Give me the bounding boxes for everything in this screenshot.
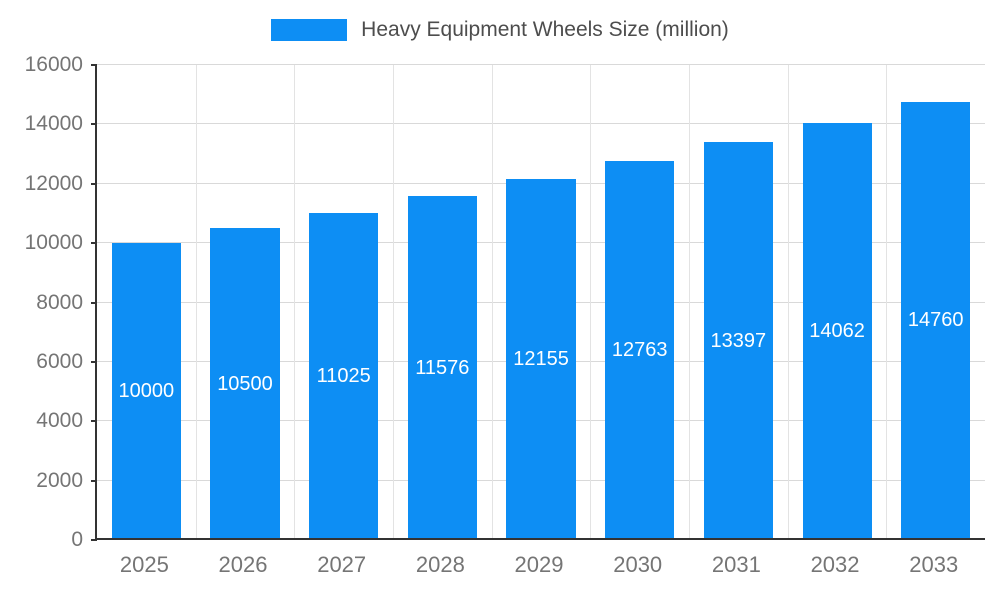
bar-value-label: 10000 bbox=[118, 380, 175, 403]
vertical-gridline bbox=[491, 65, 493, 540]
legend: Heavy Equipment Wheels Size (million) bbox=[0, 18, 1000, 42]
bar-cell: 12155 bbox=[492, 65, 591, 540]
y-tick-mark bbox=[91, 123, 97, 126]
x-axis-label-2025: 2025 bbox=[119, 552, 169, 577]
bar-2026: 10500 bbox=[210, 228, 280, 540]
y-tick-mark bbox=[91, 360, 97, 363]
bar-2027: 11025 bbox=[309, 212, 379, 540]
y-tick-mark bbox=[91, 64, 97, 66]
bars-row: 10000 10500 11025 11576 12155 12763 13397 14062… bbox=[97, 65, 985, 540]
bar-value-label: 14760 bbox=[907, 309, 964, 332]
y-tick-mark bbox=[91, 301, 97, 304]
bar-cell: 14760 bbox=[886, 65, 985, 540]
bar-value-label: 13397 bbox=[710, 329, 767, 352]
x-axis-label-2030: 2030 bbox=[613, 552, 663, 577]
x-axis-label-2026: 2026 bbox=[218, 552, 268, 577]
y-tick-mark bbox=[91, 539, 97, 541]
y-tick-label: 10000 bbox=[24, 231, 83, 255]
bar-cell: 10000 bbox=[97, 65, 196, 540]
bar-value-label: 11025 bbox=[316, 364, 371, 387]
bar-value-label: 11576 bbox=[415, 356, 470, 379]
bar-2030: 12763 bbox=[605, 161, 675, 540]
plot-area: 0 2000 4000 6000 8000 10000 12000 14000 16000 10… bbox=[25, 53, 985, 551]
x-axis-label-2031: 2031 bbox=[711, 552, 761, 577]
gridline bbox=[97, 64, 985, 65]
bar-cell: 14062 bbox=[788, 65, 887, 540]
bar-value-label: 14062 bbox=[809, 319, 865, 342]
bar-cell: 11576 bbox=[393, 65, 492, 540]
x-axis-label-2029: 2029 bbox=[514, 552, 564, 577]
x-axis-label-2028: 2028 bbox=[415, 552, 465, 577]
bar-cell: 11025 bbox=[294, 65, 393, 540]
vertical-gridline bbox=[688, 65, 690, 540]
x-axis-label-2033: 2033 bbox=[909, 552, 959, 577]
vertical-gridline bbox=[392, 65, 394, 540]
bar-cell: 13397 bbox=[689, 65, 788, 540]
bar-value-label: 12763 bbox=[611, 339, 668, 362]
bar-value-label: 12155 bbox=[513, 348, 569, 371]
y-tick-label: 14000 bbox=[24, 112, 83, 136]
y-tick-label: 4000 bbox=[36, 409, 83, 433]
bar-value-label: 10500 bbox=[217, 372, 273, 395]
bar-2032: 14062 bbox=[802, 122, 872, 540]
bar-cell: 10500 bbox=[196, 65, 295, 540]
y-tick-mark bbox=[91, 479, 97, 482]
y-tick-label: 16000 bbox=[24, 53, 83, 76]
vertical-gridline bbox=[294, 65, 296, 540]
bar-2028: 11576 bbox=[407, 196, 477, 540]
y-tick-mark bbox=[91, 182, 97, 185]
vertical-gridline bbox=[886, 65, 888, 540]
y-tick-label: 8000 bbox=[36, 290, 83, 314]
y-tick-mark bbox=[91, 420, 97, 423]
gridline bbox=[97, 123, 985, 125]
x-axis-line bbox=[97, 538, 985, 540]
bar-2033: 14760 bbox=[901, 101, 971, 540]
bar-cell: 12763 bbox=[590, 65, 689, 540]
y-tick-label: 0 bbox=[71, 528, 83, 551]
y-tick-label: 12000 bbox=[24, 171, 83, 195]
x-axis-label-2032: 2032 bbox=[810, 552, 860, 577]
x-axis-label-2027: 2027 bbox=[317, 552, 367, 577]
vertical-gridline bbox=[787, 65, 789, 540]
y-tick-label: 2000 bbox=[36, 468, 83, 492]
x-axis-labels: 2025 2026 2027 2028 2029 2030 2031 2032 2033 bbox=[95, 552, 983, 578]
vertical-gridline bbox=[195, 65, 197, 540]
y-tick-mark bbox=[91, 242, 97, 245]
bar-2025: 10000 bbox=[111, 243, 181, 540]
legend-swatch bbox=[271, 19, 348, 41]
bar-2029: 12155 bbox=[506, 179, 576, 540]
bar-2031: 13397 bbox=[703, 142, 773, 540]
y-tick-label: 6000 bbox=[36, 349, 83, 373]
legend-label: Heavy Equipment Wheels Size (million) bbox=[361, 18, 729, 41]
vertical-gridline bbox=[590, 65, 592, 540]
